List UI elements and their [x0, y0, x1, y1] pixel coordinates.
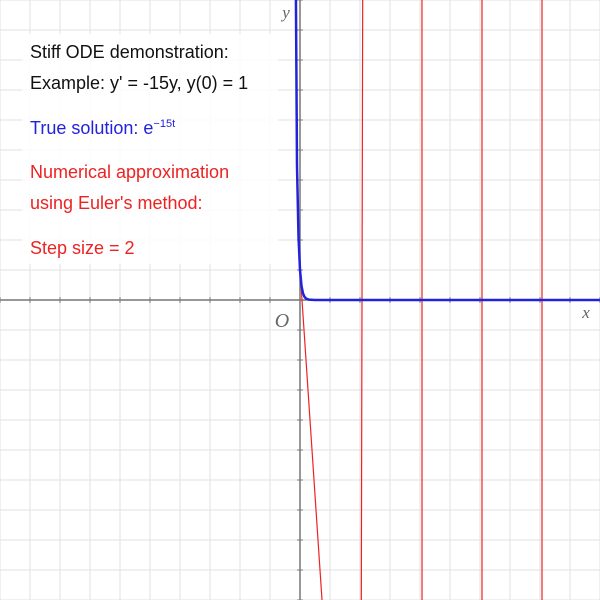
x-axis-label: x [581, 303, 590, 322]
true-solution-label: True solution: e−15t [30, 118, 175, 138]
note: Step size = 2 [30, 238, 135, 258]
note: Numerical approximation [30, 162, 229, 182]
series-line [294, 0, 600, 302]
note: Stiff ODE demonstration: [30, 42, 229, 62]
y-axis-label: y [280, 3, 290, 22]
note-background [22, 34, 278, 264]
origin-label: O [275, 310, 289, 332]
label-exponent: −15t [153, 118, 175, 130]
note: Example: y' = -15y, y(0) = 1 [30, 73, 248, 93]
note: using Euler's method: [30, 193, 203, 213]
label-text: True solution: e [30, 118, 153, 138]
